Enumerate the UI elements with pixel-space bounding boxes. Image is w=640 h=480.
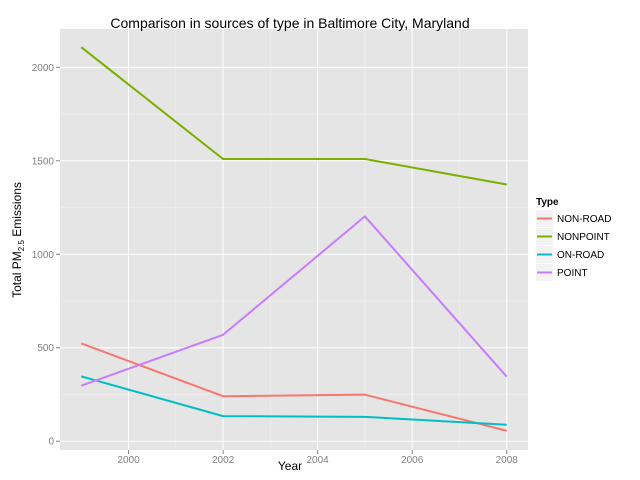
legend-label: ON-ROAD [557,250,604,261]
series-line-nonpoint [80,46,507,186]
y-axis-ticks: 0 500 1000 1500 2000 [32,63,60,448]
y-axis-title-subscript: 2.5 [17,240,26,252]
plot-panel [60,29,528,450]
major-gridlines [60,29,528,450]
legend-title: Type [536,197,559,208]
x-tick-label: 2008 [496,455,519,466]
series-line-on-road [81,375,507,426]
y-tick-label: 2000 [32,63,55,74]
y-axis-title: Total PM2.5 Emissions [10,182,26,298]
y-axis-title-suffix: Emissions [10,182,24,240]
x-axis-ticks: 2000 2002 2004 2006 2008 [117,450,518,466]
chart-title: Comparison in sources of type in Baltimo… [110,15,469,31]
x-tick-label: 2004 [307,455,330,466]
x-axis-title: Year [278,459,302,473]
y-tick-label: 1500 [32,156,55,167]
legend: Type NON-ROAD NONPOINT ON-ROAD POINT [536,197,611,281]
x-tick-label: 2000 [117,455,140,466]
minor-gridlines [60,29,528,450]
series-line-point [80,215,508,387]
series-lines [80,46,508,432]
legend-label: NON-ROAD [557,214,611,225]
legend-label: POINT [557,268,588,279]
y-tick-label: 500 [37,343,54,354]
x-tick-label: 2002 [212,455,235,466]
y-tick-label: 1000 [32,250,55,261]
legend-label: NONPOINT [557,232,610,243]
series-line-non-road [80,342,507,432]
y-axis-title-prefix: Total PM [10,251,24,298]
x-tick-label: 2006 [401,455,424,466]
y-tick-label: 0 [48,437,54,448]
